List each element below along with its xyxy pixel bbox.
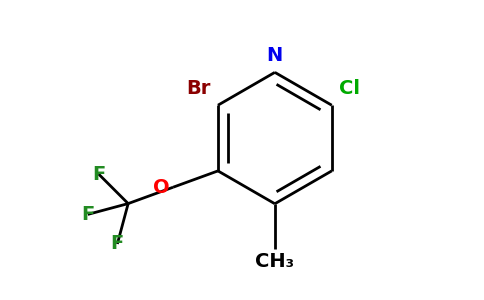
Text: Br: Br bbox=[186, 79, 211, 98]
Text: CH₃: CH₃ bbox=[256, 251, 294, 271]
Text: F: F bbox=[111, 235, 124, 254]
Text: Cl: Cl bbox=[339, 79, 360, 98]
Text: N: N bbox=[267, 46, 283, 65]
Text: F: F bbox=[81, 205, 94, 224]
Text: F: F bbox=[92, 164, 105, 184]
Text: O: O bbox=[153, 178, 170, 197]
